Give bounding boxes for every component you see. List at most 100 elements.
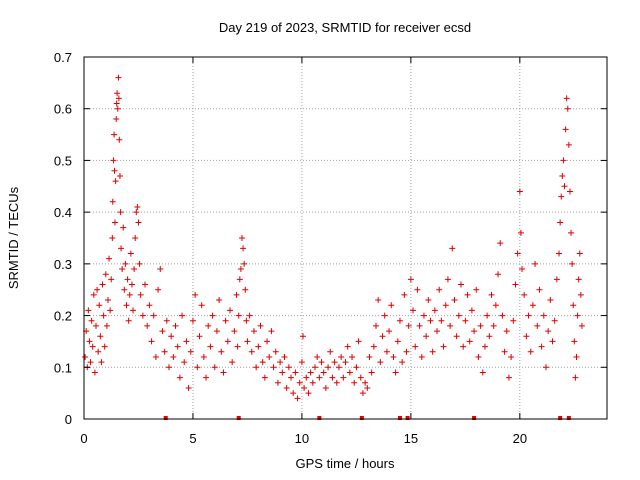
data-point: [532, 260, 539, 267]
chart-title: Day 219 of 2023, SRMTID for receiver ecs…: [219, 20, 471, 35]
data-point: [270, 364, 277, 371]
data-point: [420, 312, 427, 319]
data-point: [235, 312, 242, 319]
data-point: [563, 95, 570, 102]
data-point: [144, 322, 151, 329]
data-point: [165, 364, 172, 371]
data-point: [407, 276, 414, 283]
data-point: [108, 276, 115, 283]
data-point: [468, 307, 475, 314]
data-point: [137, 291, 144, 298]
data-point: [418, 353, 425, 360]
data-point: [255, 343, 262, 350]
rug-mark: [236, 416, 241, 420]
data-point: [329, 374, 336, 381]
data-point: [379, 333, 386, 340]
data-point: [523, 333, 530, 340]
data-point: [542, 364, 549, 371]
data-point: [557, 219, 564, 226]
data-point: [122, 260, 129, 267]
data-point: [396, 317, 403, 324]
data-point: [128, 281, 135, 288]
data-point: [534, 322, 541, 329]
data-point: [538, 343, 545, 350]
data-point: [134, 203, 141, 210]
data-point: [115, 74, 122, 81]
data-point: [196, 333, 203, 340]
data-point: [104, 297, 111, 304]
data-point: [244, 338, 251, 345]
data-point: [203, 374, 210, 381]
data-point: [327, 348, 334, 355]
data-point: [344, 343, 351, 350]
data-point: [198, 302, 205, 309]
data-point: [135, 219, 142, 226]
data-point: [238, 235, 245, 241]
data-point: [392, 369, 399, 376]
data-point: [185, 384, 192, 391]
data-point: [574, 312, 581, 319]
data-point: [110, 157, 117, 164]
data-point: [572, 374, 579, 381]
data-point: [183, 338, 190, 345]
data-point: [130, 307, 137, 314]
y-axis-label: SRMTID / TECUs: [6, 186, 21, 289]
data-point: [359, 390, 366, 397]
data-point: [132, 235, 139, 241]
data-point: [561, 183, 568, 190]
data-point: [512, 281, 519, 288]
data-point: [488, 291, 495, 298]
data-point: [423, 333, 430, 340]
data-point: [298, 359, 305, 366]
data-point: [451, 297, 458, 304]
data-point: [492, 302, 499, 309]
data-point: [224, 338, 231, 345]
data-point: [116, 136, 123, 143]
data-point: [114, 90, 121, 97]
data-point: [516, 188, 523, 195]
data-point: [525, 312, 532, 319]
data-point: [434, 328, 441, 335]
data-point: [568, 229, 575, 236]
rug-mark: [359, 416, 364, 420]
data-point: [285, 364, 292, 371]
data-point: [577, 291, 584, 298]
data-point: [366, 353, 373, 360]
data-point: [222, 317, 229, 324]
data-point: [340, 374, 347, 381]
data-point: [86, 338, 93, 345]
data-point: [571, 338, 578, 345]
data-point: [281, 353, 288, 360]
data-point: [508, 353, 515, 360]
data-point: [501, 348, 508, 355]
data-point: [416, 322, 423, 329]
data-point: [272, 348, 279, 355]
data-point: [410, 307, 417, 314]
data-point: [101, 343, 108, 350]
data-point: [296, 379, 303, 386]
data-point: [479, 369, 486, 376]
data-point: [573, 353, 580, 360]
data-point: [123, 302, 130, 309]
data-point: [218, 348, 225, 355]
data-point: [325, 364, 332, 371]
data-point: [349, 353, 356, 360]
data-point: [575, 276, 582, 283]
data-point: [181, 359, 188, 366]
data-point: [100, 312, 107, 319]
data-point: [453, 333, 460, 340]
data-point: [517, 229, 524, 236]
data-point: [99, 281, 106, 288]
data-point: [486, 333, 493, 340]
data-point: [174, 343, 181, 350]
data-point: [527, 348, 534, 355]
data-point: [155, 286, 162, 293]
data-point: [466, 338, 473, 345]
data-point: [318, 359, 325, 366]
data-point: [133, 209, 140, 216]
data-point: [240, 245, 247, 252]
data-point: [234, 343, 241, 350]
data-point: [98, 359, 105, 366]
data-point: [111, 219, 118, 226]
data-point: [246, 312, 253, 319]
